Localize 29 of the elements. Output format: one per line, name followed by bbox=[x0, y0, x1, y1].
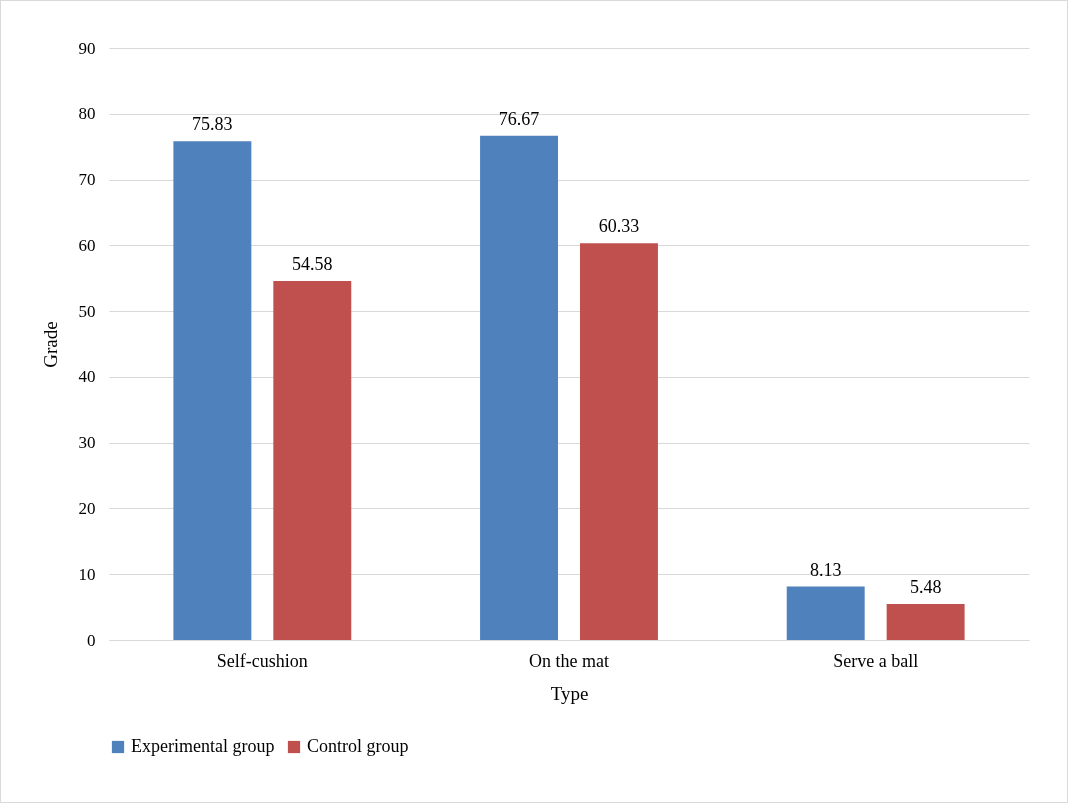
bar bbox=[886, 603, 965, 640]
data-label: 8.13 bbox=[809, 559, 842, 580]
y-tick-label: 80 bbox=[78, 104, 96, 124]
data-label: 5.48 bbox=[909, 576, 942, 597]
x-axis-title: Type bbox=[550, 682, 589, 704]
data-label: 76.67 bbox=[498, 108, 540, 129]
y-tick-label: 20 bbox=[78, 498, 96, 518]
bar bbox=[173, 141, 252, 640]
data-label: 60.33 bbox=[598, 216, 640, 237]
bar bbox=[579, 243, 658, 640]
data-label: 54.58 bbox=[292, 253, 333, 274]
y-tick-label: 60 bbox=[78, 235, 96, 255]
x-tick-label: On the mat bbox=[529, 650, 609, 671]
y-tick-label: 10 bbox=[78, 564, 96, 584]
x-tick-label: Self-cushion bbox=[216, 650, 308, 671]
y-tick-label: 40 bbox=[78, 367, 96, 387]
y-tick-label: 0 bbox=[87, 630, 96, 650]
bar bbox=[480, 135, 559, 640]
y-tick-label: 50 bbox=[78, 301, 96, 321]
bar bbox=[786, 586, 865, 640]
y-tick-label: 30 bbox=[78, 433, 96, 453]
legend-label: Control group bbox=[307, 736, 409, 756]
y-tick-label: 90 bbox=[78, 38, 96, 58]
legend-label: Experimental group bbox=[131, 736, 275, 756]
bar bbox=[273, 280, 352, 640]
x-tick-label: Serve a ball bbox=[833, 650, 919, 671]
data-label: 75.83 bbox=[192, 114, 233, 135]
y-axis-title: Grade bbox=[39, 321, 61, 368]
y-tick-label: 70 bbox=[78, 170, 96, 190]
